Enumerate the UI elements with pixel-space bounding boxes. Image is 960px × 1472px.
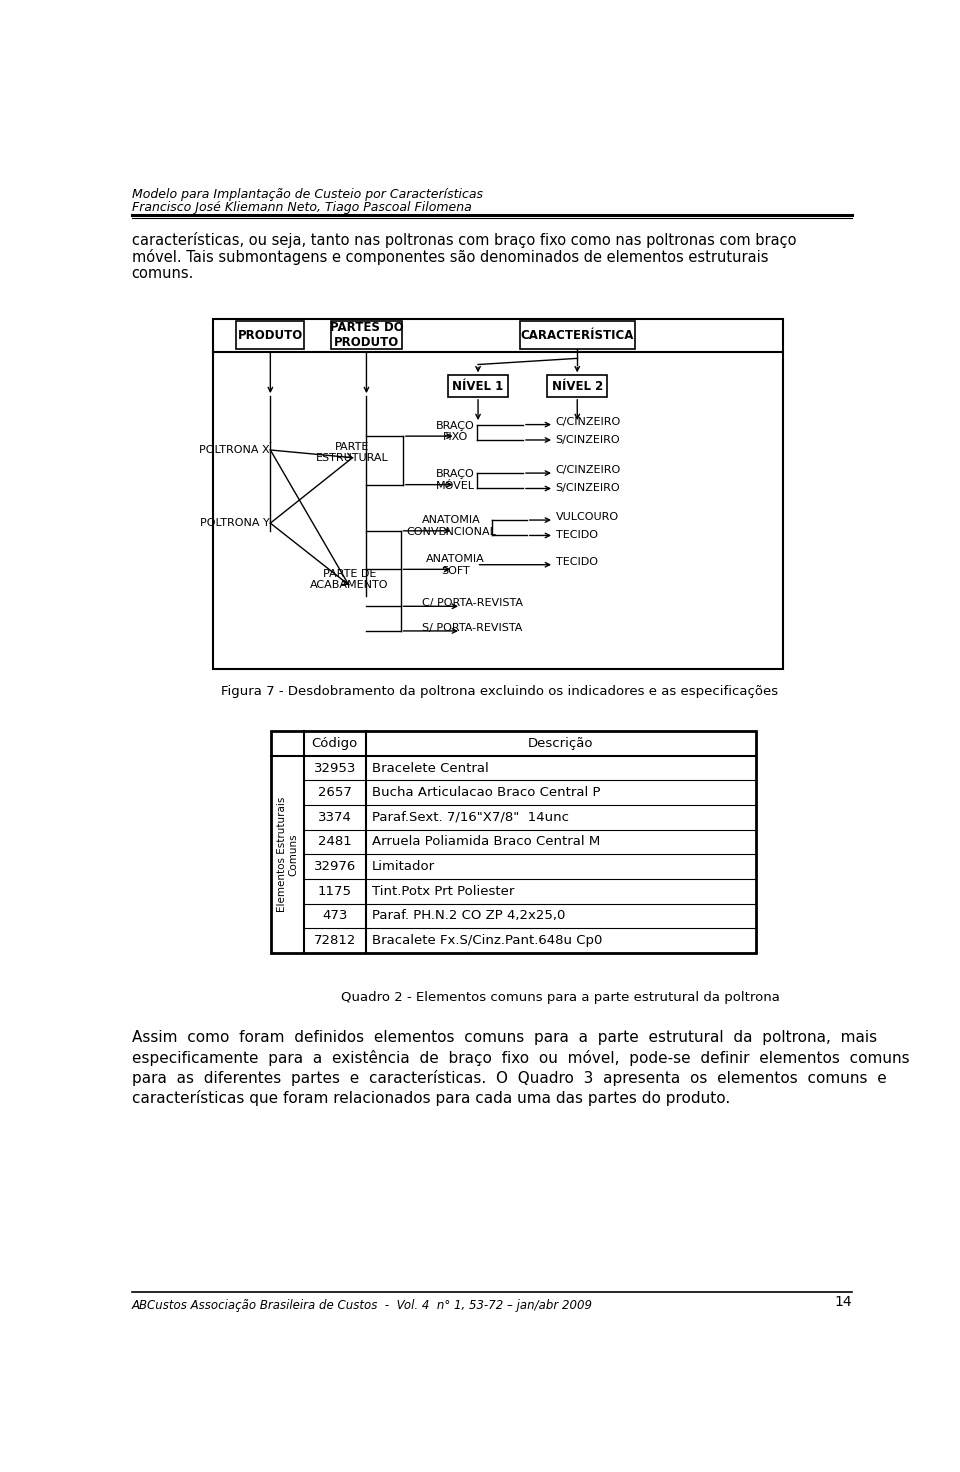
Text: móvel. Tais submontagens e componentes são denominados de elementos estruturais: móvel. Tais submontagens e componentes s… [132, 249, 768, 265]
Text: Descrição: Descrição [528, 737, 593, 749]
Text: S/CINZEIRO: S/CINZEIRO [556, 436, 620, 445]
Text: S/ PORTA-REVISTA: S/ PORTA-REVISTA [422, 623, 523, 633]
Text: PARTE DE
ACABAMENTO: PARTE DE ACABAMENTO [310, 568, 389, 590]
Text: 32953: 32953 [314, 761, 356, 774]
Text: Limitador: Limitador [372, 860, 435, 873]
Text: ABCustos Associação Brasileira de Custos  -  Vol. 4  n° 1, 53-72 – jan/abr 2009: ABCustos Associação Brasileira de Custos… [132, 1300, 592, 1313]
Text: PARTE
ESTRUTURAL: PARTE ESTRUTURAL [316, 442, 389, 464]
Text: 14: 14 [835, 1295, 852, 1310]
Text: S/CINZEIRO: S/CINZEIRO [556, 483, 620, 493]
Bar [331, 321, 402, 349]
Bar [271, 732, 756, 952]
Text: Código: Código [312, 737, 358, 749]
Text: características, ou seja, tanto nas poltronas com braço fixo como nas poltronas : características, ou seja, tanto nas polt… [132, 233, 796, 249]
Bar [447, 375, 508, 397]
Text: 2657: 2657 [318, 786, 351, 799]
Text: Paraf.Sext. 7/16"X7/8"  14unc: Paraf.Sext. 7/16"X7/8" 14unc [372, 811, 569, 824]
Text: Arruela Poliamida Braco Central M: Arruela Poliamida Braco Central M [372, 836, 600, 848]
Text: 1175: 1175 [318, 885, 351, 898]
Text: Francisco José Kliemann Neto, Tiago Pascoal Filomena: Francisco José Kliemann Neto, Tiago Pasc… [132, 202, 471, 215]
Text: C/ PORTA-REVISTA: C/ PORTA-REVISTA [422, 598, 523, 608]
Text: POLTRONA X: POLTRONA X [200, 445, 270, 455]
Text: Modelo para Implantação de Custeio por Características: Modelo para Implantação de Custeio por C… [132, 188, 483, 202]
Text: PARTES DO
PRODUTO: PARTES DO PRODUTO [329, 321, 403, 349]
Bar [520, 321, 635, 349]
Text: BRAÇO
FIXO: BRAÇO FIXO [436, 421, 475, 442]
Text: VULCOURO: VULCOURO [556, 512, 618, 523]
Text: 473: 473 [322, 910, 348, 923]
Text: Assim  como  foram  definidos  elementos  comuns  para  a  parte  estrutural  da: Assim como foram definidos elementos com… [132, 1030, 876, 1045]
Text: Bucha Articulacao Braco Central P: Bucha Articulacao Braco Central P [372, 786, 600, 799]
Bar [547, 375, 608, 397]
Text: Tint.Potx Prt Poliester: Tint.Potx Prt Poliester [372, 885, 515, 898]
Text: ANATOMIA
SOFT: ANATOMIA SOFT [426, 553, 485, 576]
Text: PRODUTO: PRODUTO [238, 328, 303, 342]
Text: 2481: 2481 [318, 836, 351, 848]
Text: NÍVEL 1: NÍVEL 1 [452, 380, 504, 393]
Text: Figura 7 - Desdobramento da poltrona excluindo os indicadores e as especificaçõe: Figura 7 - Desdobramento da poltrona exc… [221, 684, 778, 698]
Text: Quadro 2 - Elementos comuns para a parte estrutural da poltrona: Quadro 2 - Elementos comuns para a parte… [341, 991, 780, 1004]
Text: C/CINZEIRO: C/CINZEIRO [556, 465, 621, 475]
Text: BRAÇO
MÓVEL: BRAÇO MÓVEL [436, 470, 475, 490]
Text: TECIDO: TECIDO [556, 556, 597, 567]
Text: Paraf. PH.N.2 CO ZP 4,2x25,0: Paraf. PH.N.2 CO ZP 4,2x25,0 [372, 910, 565, 923]
Text: especificamente  para  a  existência  de  braço  fixo  ou  móvel,  pode-se  defi: especificamente para a existência de bra… [132, 1050, 909, 1066]
Text: NÍVEL 2: NÍVEL 2 [552, 380, 603, 393]
Text: TECIDO: TECIDO [556, 530, 597, 540]
Text: 32976: 32976 [314, 860, 356, 873]
Text: POLTRONA Y: POLTRONA Y [200, 518, 270, 528]
Text: comuns.: comuns. [132, 266, 194, 281]
Bar [236, 321, 304, 349]
Text: C/CINZEIRO: C/CINZEIRO [556, 417, 621, 427]
Text: 3374: 3374 [318, 811, 351, 824]
Text: 72812: 72812 [314, 933, 356, 946]
Bar [213, 319, 782, 670]
Text: Bracelete Central: Bracelete Central [372, 761, 489, 774]
Text: Elementos Estruturais
Comuns: Elementos Estruturais Comuns [276, 796, 299, 913]
Text: Bracalete Fx.S/Cinz.Pant.648u Cp0: Bracalete Fx.S/Cinz.Pant.648u Cp0 [372, 933, 602, 946]
Text: características que foram relacionados para cada uma das partes do produto.: características que foram relacionados p… [132, 1089, 730, 1105]
Text: ANATOMIA
CONVENCIONAL: ANATOMIA CONVENCIONAL [407, 515, 496, 537]
Text: para  as  diferentes  partes  e  características.  O  Quadro  3  apresenta  os  : para as diferentes partes e característi… [132, 1070, 886, 1086]
Text: CARACTERÍSTICA: CARACTERÍSTICA [520, 328, 634, 342]
